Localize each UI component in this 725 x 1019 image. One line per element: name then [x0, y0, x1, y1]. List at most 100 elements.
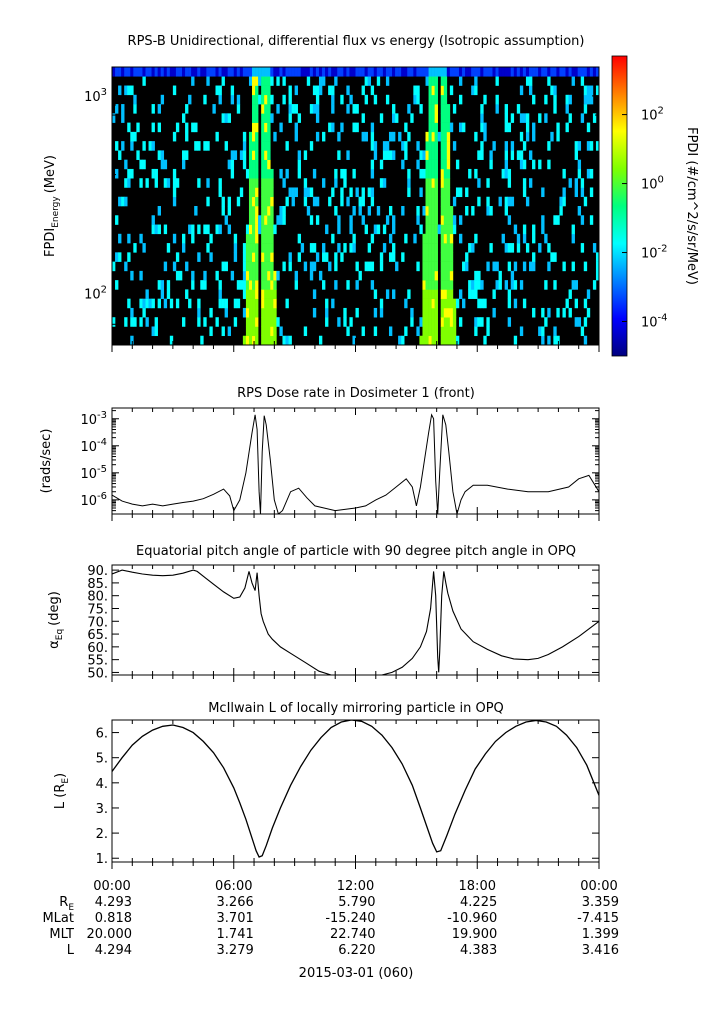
- flux-cell: [516, 104, 521, 114]
- flux-cell: [261, 289, 265, 299]
- flux-cell: [315, 215, 320, 225]
- flux-cell: [440, 94, 445, 105]
- flux-cell: [191, 224, 195, 235]
- flux-cell: [434, 67, 438, 77]
- flux-cell: [437, 131, 442, 142]
- flux-cell: [446, 187, 451, 198]
- flux-cell: [504, 141, 508, 151]
- flux-cell: [355, 122, 359, 133]
- flux-cell: [267, 270, 271, 281]
- flux-cell: [477, 270, 481, 281]
- flux-cell: [392, 104, 396, 114]
- flux-cell: [428, 85, 432, 96]
- mcilwain-panel: McIlwain L of locally mirroring particle…: [53, 701, 600, 869]
- flux-cell: [440, 335, 445, 345]
- flux-cell: [449, 280, 454, 290]
- flux-cell: [425, 215, 429, 225]
- flux-cell: [428, 215, 432, 225]
- flux-cell: [337, 317, 341, 327]
- flux-cell: [367, 206, 372, 216]
- flux-cell: [248, 67, 253, 77]
- flux-cell: [443, 215, 448, 225]
- flux-cell: [583, 317, 588, 327]
- flux-cell: [255, 335, 259, 345]
- flux-cell: [486, 178, 490, 188]
- flux-cell: [370, 122, 375, 133]
- flux-cell: [209, 252, 213, 262]
- flux-cell: [294, 131, 298, 142]
- flux-cell: [185, 67, 189, 77]
- flux-cell: [334, 76, 338, 86]
- flux-cell: [571, 76, 575, 86]
- flux-cell: [443, 224, 448, 235]
- flux-cell: [580, 215, 585, 225]
- flux-cell: [139, 233, 143, 244]
- flux-cell: [273, 326, 277, 337]
- flux-cell: [306, 67, 311, 77]
- flux-cell: [495, 67, 499, 77]
- flux-cell: [300, 243, 305, 253]
- flux-cell: [224, 307, 228, 318]
- flux-cell: [264, 224, 268, 235]
- flux-cell: [130, 131, 134, 142]
- flux-cell: [261, 76, 265, 86]
- flux-cell: [577, 206, 582, 216]
- flux-cell: [224, 113, 228, 123]
- flux-cell: [443, 317, 448, 327]
- flux-cell: [507, 67, 512, 77]
- flux-cell: [118, 150, 122, 160]
- flux-cell: [115, 215, 119, 225]
- flux-cell: [115, 104, 119, 114]
- flux-cell: [443, 178, 448, 188]
- flux-cell: [510, 150, 515, 160]
- x-tick-label: 12:00: [337, 879, 374, 894]
- flux-cell: [431, 335, 435, 345]
- flux-cell: [349, 243, 353, 253]
- colorbar-tick-label: 100: [641, 175, 664, 193]
- flux-cell: [434, 298, 438, 309]
- flux-cell: [392, 67, 396, 77]
- flux-cell: [194, 206, 198, 216]
- flux-cell: [373, 326, 378, 337]
- flux-cell: [428, 168, 432, 179]
- flux-cell: [431, 178, 435, 188]
- y-tick-label: 10-3: [80, 410, 107, 428]
- y-tick-label: 10-5: [80, 464, 107, 482]
- flux-cell: [261, 131, 265, 142]
- flux-cell: [431, 280, 435, 290]
- flux-cell: [261, 196, 265, 207]
- flux-cell: [264, 317, 268, 327]
- flux-cell: [370, 141, 375, 151]
- flux-cell: [571, 233, 575, 244]
- flux-cell: [288, 67, 292, 77]
- flux-cell: [522, 187, 527, 198]
- flux-cell: [504, 122, 508, 133]
- flux-cell: [346, 150, 350, 160]
- flux-cell: [255, 104, 259, 114]
- flux-cell: [385, 76, 390, 86]
- flux-cell: [480, 280, 484, 290]
- ephemeris-value: 6.220: [338, 943, 375, 958]
- flux-cell: [309, 270, 314, 281]
- flux-cell: [413, 233, 417, 244]
- flux-cell: [261, 206, 265, 216]
- flux-cell: [160, 280, 165, 290]
- flux-cell: [267, 243, 271, 253]
- flux-cell: [431, 85, 435, 96]
- flux-cell: [592, 113, 597, 123]
- flux-cell: [297, 168, 302, 179]
- flux-cell: [428, 270, 432, 281]
- flux-cell: [267, 159, 271, 170]
- flux-cell: [379, 113, 384, 123]
- flux-cell: [392, 131, 396, 142]
- flux-cell: [556, 215, 560, 225]
- flux-cell: [264, 76, 268, 86]
- flux-cell: [169, 335, 174, 345]
- flux-cell: [121, 67, 125, 77]
- flux-cell: [589, 215, 594, 225]
- flux-cell: [440, 280, 445, 290]
- flux-cell: [245, 298, 250, 309]
- flux-cell: [434, 270, 438, 281]
- flux-cell: [586, 307, 591, 318]
- flux-cell: [288, 252, 292, 262]
